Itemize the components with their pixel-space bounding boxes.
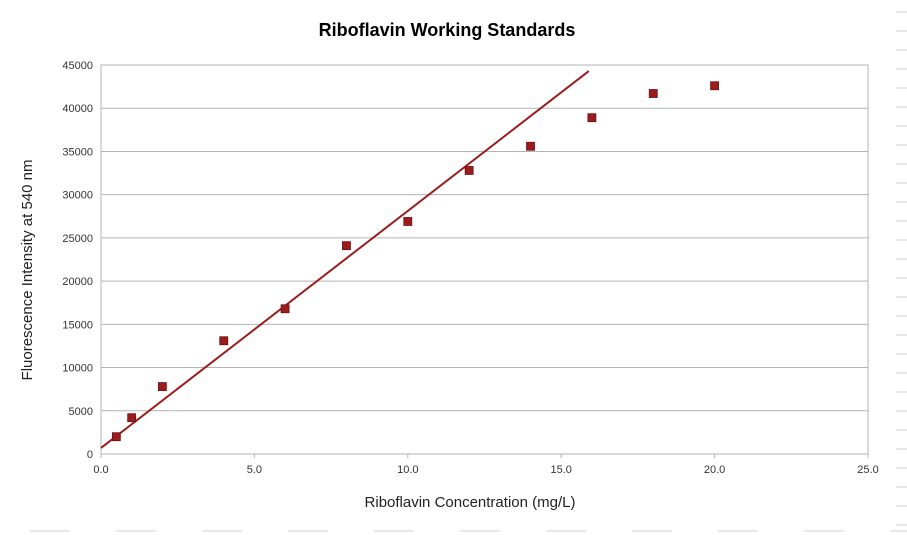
linear-trendline: [100, 70, 590, 449]
x-tick-label: 0.0: [93, 464, 108, 476]
y-tick-label: 40000: [62, 103, 93, 115]
data-point: [219, 336, 229, 346]
data-point: [280, 304, 290, 314]
data-point: [157, 382, 167, 391]
y-tick-label: 25000: [62, 233, 93, 245]
y-tick-label: 20000: [62, 276, 93, 288]
data-point: [127, 413, 137, 423]
data-point: [342, 241, 351, 251]
x-tick-label: 10.0: [397, 464, 418, 476]
data-points: [111, 81, 719, 442]
data-point: [111, 432, 121, 442]
y-tick-label: 30000: [62, 190, 93, 202]
y-tick-label: 15000: [62, 319, 93, 331]
chart-title: Riboflavin Working Standards: [319, 20, 576, 40]
spreadsheet-grid-lines: [30, 11, 907, 532]
x-axis-label: Riboflavin Concentration (mg/L): [365, 494, 576, 511]
x-tick-label: 20.0: [704, 464, 725, 476]
data-point: [403, 217, 413, 226]
y-tick-label: 0: [87, 449, 93, 461]
data-point: [587, 113, 597, 123]
data-point: [464, 166, 474, 175]
y-tick-label: 45000: [62, 60, 93, 72]
x-tick-label: 5.0: [247, 464, 262, 476]
y-tick-label: 35000: [62, 146, 93, 158]
y-tick-label: 10000: [62, 363, 93, 375]
gridlines: [101, 64, 868, 455]
plot-area-border: [100, 64, 869, 455]
y-axis-ticks: 0 5000 10000 15000 20000 25000 30000 35000 40000…: [62, 60, 93, 461]
data-point: [710, 81, 719, 91]
y-axis-label: Fluorescence Intensity at 540 nm: [19, 160, 36, 381]
data-point: [526, 141, 535, 151]
x-tick-label: 15.0: [550, 464, 571, 476]
x-tick-label: 25.0: [857, 464, 878, 476]
data-point: [648, 89, 658, 98]
y-tick-label: 5000: [69, 406, 93, 418]
x-axis-ticks: 0.0 5.0 10.0 15.0 20.0 25.0: [93, 454, 879, 476]
